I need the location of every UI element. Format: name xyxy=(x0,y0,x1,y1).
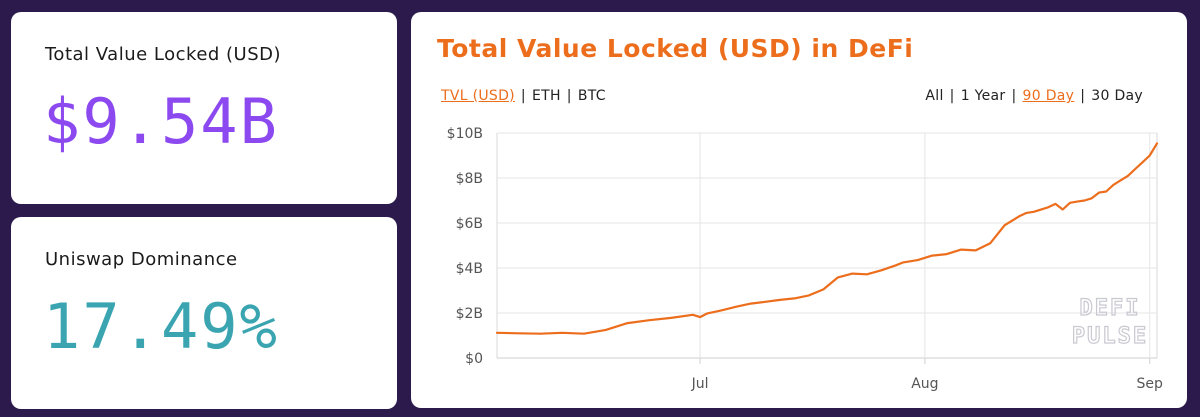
separator: | xyxy=(566,88,572,104)
y-tick-label: $0 xyxy=(465,351,483,367)
y-tick-label: $2B xyxy=(456,306,483,322)
dominance-value: 17.49% xyxy=(43,290,279,363)
separator: | xyxy=(520,88,526,104)
tvl-series-line xyxy=(495,142,1159,335)
range-option-all[interactable]: All xyxy=(925,88,944,104)
y-tick-label: $8B xyxy=(456,171,483,187)
chart-card: Total Value Locked (USD) in DeFi TVL (US… xyxy=(411,12,1187,408)
watermark-logo: DEFI xyxy=(1080,296,1141,321)
watermark-logo: PULSE xyxy=(1072,324,1148,349)
y-tick-label: $6B xyxy=(456,216,483,232)
range-option-90-day[interactable]: 90 Day xyxy=(1022,88,1075,104)
currency-option-btc[interactable]: BTC xyxy=(577,88,606,104)
y-tick-label: $10B xyxy=(447,126,483,142)
tvl-line-chart: $0 $2B $4B $6B $8B $10B Jul Aug Sep DEFI PULSE xyxy=(447,126,1164,392)
currency-toggle: TVL (USD) | ETH | BTC xyxy=(441,88,606,104)
separator: | xyxy=(1080,88,1086,104)
chart-title: Total Value Locked (USD) in DeFi xyxy=(437,34,914,63)
tvl-card: Total Value Locked (USD) $9.54B xyxy=(11,12,397,204)
separator: | xyxy=(949,88,955,104)
range-option-30-day[interactable]: 30 Day xyxy=(1091,88,1143,104)
currency-option-tvl-usd[interactable]: TVL (USD) xyxy=(441,88,515,104)
y-tick-label: $4B xyxy=(456,261,483,277)
currency-option-eth[interactable]: ETH xyxy=(531,88,561,104)
x-tick-label: Aug xyxy=(911,376,938,392)
x-tick-label: Jul xyxy=(691,376,709,392)
separator: | xyxy=(1011,88,1017,104)
range-option-1-year[interactable]: 1 Year xyxy=(960,88,1006,104)
dominance-card: Uniswap Dominance 17.49% xyxy=(11,217,397,409)
dominance-label: Uniswap Dominance xyxy=(45,249,238,270)
x-tick-label: Sep xyxy=(1137,376,1164,392)
range-toggle: All | 1 Year | 90 Day | 30 Day xyxy=(925,88,1143,104)
tvl-value: $9.54B xyxy=(43,85,279,158)
tvl-label: Total Value Locked (USD) xyxy=(45,44,282,65)
